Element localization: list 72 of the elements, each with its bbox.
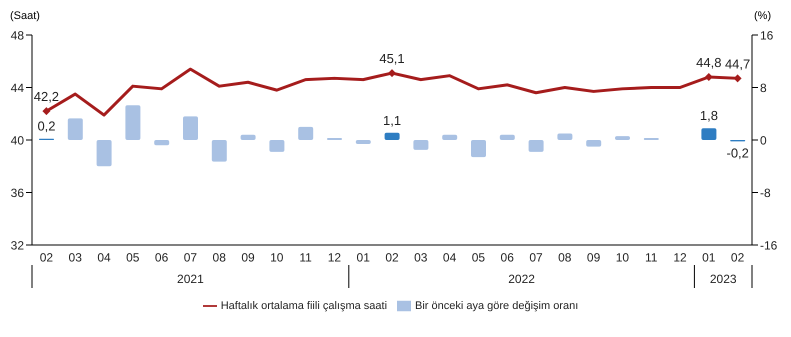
point — [704, 73, 713, 81]
bar — [240, 134, 256, 140]
point — [388, 69, 396, 78]
point — [734, 74, 742, 82]
x-tick-label: 02 — [730, 250, 745, 265]
x-tick-label: 08 — [212, 250, 226, 265]
x-tick-label: 01 — [356, 250, 370, 265]
x-tick-label: 06 — [500, 250, 514, 265]
x-tick-label: 08 — [558, 250, 572, 265]
y2-axis-title: (%) — [754, 10, 772, 22]
x-tick-label: 03 — [414, 250, 428, 265]
x-tick-label: 05 — [472, 250, 486, 265]
y2-tick-label: 0 — [760, 133, 767, 148]
data-label: -0,2 — [726, 145, 749, 160]
x-tick-label: 10 — [270, 250, 284, 265]
x-tick-label: 11 — [644, 250, 658, 265]
bar — [500, 134, 515, 140]
bar — [269, 140, 284, 152]
x-tick-label: 06 — [154, 250, 169, 265]
y-tick-label: 36 — [10, 186, 24, 200]
bar — [212, 140, 227, 162]
y-tick-label: 48 — [10, 28, 24, 42]
data-label: 44,7 — [724, 56, 750, 72]
x-tick-label: 12 — [673, 250, 687, 265]
x-tick-label: 07 — [184, 250, 198, 265]
data-label: 42,2 — [34, 89, 60, 104]
x-tick-label: 10 — [616, 250, 630, 265]
text: 2022 — [508, 272, 536, 286]
x-tick-label: 03 — [68, 250, 82, 265]
x-tick-label: 01 — [702, 250, 716, 265]
bar — [442, 134, 458, 140]
bar — [96, 140, 112, 166]
y-axis-title: (Saat) — [10, 10, 40, 22]
x-tick-label: 09 — [586, 250, 601, 265]
y2-tick-label: 16 — [760, 28, 774, 42]
data-label: 0,2 — [37, 118, 56, 134]
data-label: 1,1 — [383, 112, 402, 128]
bar — [125, 105, 140, 140]
bar — [413, 140, 428, 150]
data-label: 45,1 — [379, 51, 405, 66]
x-tick-label: 04 — [442, 250, 457, 265]
bar — [298, 126, 314, 140]
bar — [557, 133, 572, 140]
bar — [586, 140, 602, 147]
x-tick-label: 07 — [529, 250, 543, 265]
x-tick-label: 05 — [126, 250, 140, 265]
data-label: 44,8 — [696, 55, 722, 70]
bar — [471, 140, 486, 158]
legend-label: Bir önceki aya göre değişim oranı — [415, 300, 578, 312]
text: 2023 — [710, 272, 737, 286]
y-tick-label: 32 — [10, 238, 24, 252]
x-tick-label: 02 — [40, 250, 54, 265]
y2-tick-label: -16 — [760, 238, 778, 252]
point — [42, 107, 50, 116]
bar — [384, 132, 400, 140]
x-tick-label: 12 — [328, 250, 342, 265]
y-tick-label: 44 — [10, 80, 24, 95]
bar — [183, 116, 198, 140]
y2-tick-label: 8 — [760, 80, 767, 95]
bar — [154, 140, 170, 146]
bar — [68, 118, 83, 140]
bar — [528, 140, 544, 152]
y-tick-label: 40 — [10, 133, 24, 148]
data-label: 1,8 — [700, 108, 718, 124]
x-tick-label: 04 — [97, 250, 111, 265]
legend-label: Haftalık ortalama fiili çalışma saati — [220, 300, 388, 312]
y2-tick-label: -8 — [760, 186, 771, 200]
bar — [701, 128, 716, 140]
x-tick-label: 09 — [241, 250, 255, 265]
x-tick-label: 02 — [385, 250, 399, 265]
x-tick-label: 11 — [299, 250, 312, 265]
text: 2021 — [177, 272, 204, 286]
